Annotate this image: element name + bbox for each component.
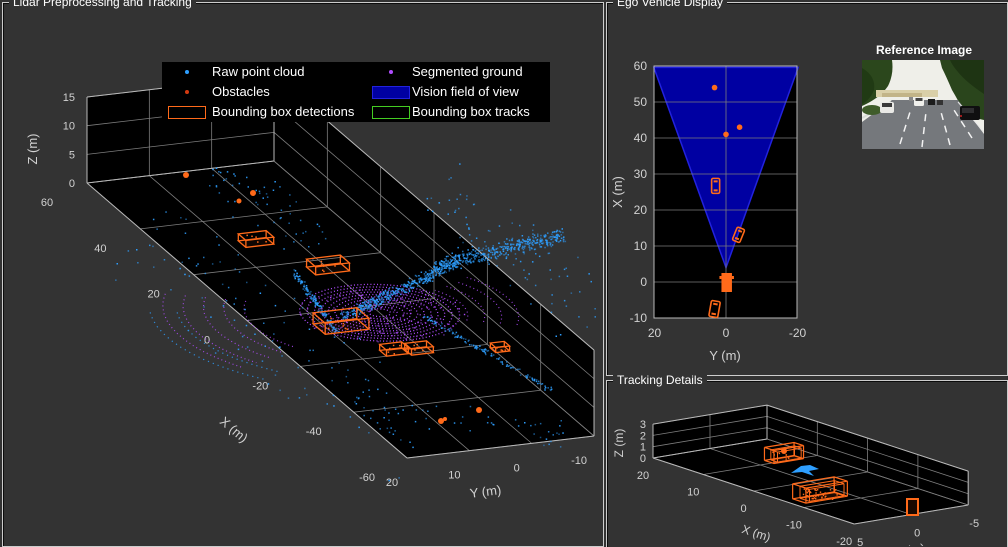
svg-text:Z (m): Z (m) xyxy=(612,429,626,458)
legend-label-raw-point-cloud: Raw point cloud xyxy=(212,64,305,79)
svg-text:5: 5 xyxy=(857,537,863,546)
svg-text:20: 20 xyxy=(148,289,160,301)
svg-text:10: 10 xyxy=(63,121,75,133)
svg-text:60: 60 xyxy=(41,197,53,209)
svg-text:0: 0 xyxy=(640,275,647,289)
svg-text:30: 30 xyxy=(634,167,648,181)
svg-text:0: 0 xyxy=(723,326,730,340)
svg-text:0: 0 xyxy=(69,178,75,190)
legend-marker-vision-field-of-view xyxy=(372,85,410,99)
legend-label-bounding-box-tracks: Bounding box tracks xyxy=(412,104,530,119)
svg-text:20: 20 xyxy=(648,326,662,340)
panel-tracking-details: Tracking Details 20 10 0 -10 -20 5 0 -5 0 1 2 3 X (m… xyxy=(606,373,1008,547)
legend-label-bounding-box-detections: Bounding box detections xyxy=(212,104,355,119)
legend-marker-bounding-box-detections xyxy=(168,105,206,119)
svg-text:0: 0 xyxy=(640,453,646,465)
svg-text:0: 0 xyxy=(741,503,747,515)
svg-text:Y (m): Y (m) xyxy=(709,348,741,363)
svg-text:Z (m): Z (m) xyxy=(25,133,40,164)
legend-label-segmented-ground: Segmented ground xyxy=(412,64,523,79)
legend-marker-raw-point-cloud xyxy=(185,70,189,74)
legend-label-vision-field-of-view: Vision field of view xyxy=(412,84,519,99)
svg-text:X (m): X (m) xyxy=(610,176,625,208)
legend-marker-segmented-ground xyxy=(389,70,393,74)
svg-text:10: 10 xyxy=(687,487,699,499)
svg-text:50: 50 xyxy=(634,95,648,109)
reference-image-title: Reference Image xyxy=(875,43,973,57)
svg-text:Y (m): Y (m) xyxy=(895,541,926,546)
svg-text:-10: -10 xyxy=(630,311,648,325)
panel-ego-title: Ego Vehicle Display xyxy=(613,0,728,9)
svg-text:-10: -10 xyxy=(571,455,587,467)
svg-text:X (m): X (m) xyxy=(740,522,772,544)
svg-text:X (m): X (m) xyxy=(217,414,251,446)
panel-lidar: Lidar Preprocessing and Tracking 60 40 20 0… xyxy=(2,0,604,547)
svg-text:40: 40 xyxy=(634,131,648,145)
panel-tracking-title: Tracking Details xyxy=(613,373,707,387)
svg-text:0: 0 xyxy=(914,528,920,540)
svg-text:10: 10 xyxy=(634,239,648,253)
svg-text:20: 20 xyxy=(634,203,648,217)
svg-text:40: 40 xyxy=(94,243,106,255)
lidar-legend: Raw point cloud Segmented ground Obstacl… xyxy=(162,62,550,122)
svg-text:-20: -20 xyxy=(836,536,852,546)
svg-text:0: 0 xyxy=(204,335,210,347)
svg-text:10: 10 xyxy=(448,470,460,482)
svg-text:20: 20 xyxy=(386,477,398,489)
svg-text:Y (m): Y (m) xyxy=(469,482,502,501)
svg-text:60: 60 xyxy=(634,59,648,73)
svg-text:3: 3 xyxy=(640,419,646,431)
panel-ego-vehicle-display: Ego Vehicle Display 60 50 40 30 20 10 0 -10 20 0-… xyxy=(606,0,1008,376)
svg-text:0: 0 xyxy=(514,462,520,474)
svg-text:5: 5 xyxy=(69,149,75,161)
legend-marker-obstacles xyxy=(185,90,189,94)
svg-text:15: 15 xyxy=(63,92,75,104)
legend-label-obstacles: Obstacles xyxy=(212,84,270,99)
reference-camera-image xyxy=(862,60,984,149)
svg-text:-60: -60 xyxy=(359,472,375,484)
panel-lidar-title: Lidar Preprocessing and Tracking xyxy=(9,0,196,9)
reference-image: Reference Image xyxy=(862,43,986,149)
svg-text:1: 1 xyxy=(640,442,646,454)
svg-text:20: 20 xyxy=(637,470,649,482)
svg-text:-10: -10 xyxy=(786,520,802,532)
svg-text:2: 2 xyxy=(640,430,646,442)
svg-text:-20: -20 xyxy=(789,326,807,340)
legend-marker-bounding-box-tracks xyxy=(372,105,410,119)
svg-text:-20: -20 xyxy=(252,380,268,392)
svg-text:-5: -5 xyxy=(969,518,979,530)
svg-text:-40: -40 xyxy=(306,426,322,438)
